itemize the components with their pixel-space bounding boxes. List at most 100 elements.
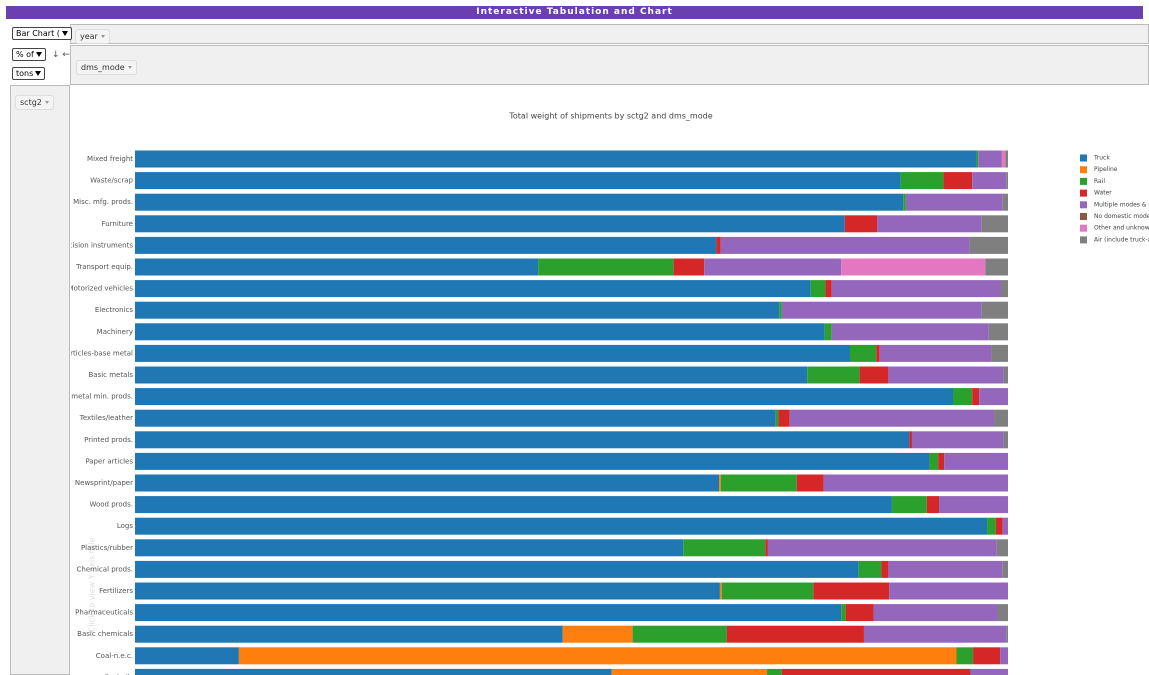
bar-segment [994, 409, 1008, 427]
legend-label: Water [1094, 190, 1112, 197]
y-tick-label: Misc. mfg. prods. [73, 198, 133, 206]
bar-segment [970, 668, 1008, 675]
bar-segment [767, 668, 782, 675]
bar-segment [956, 647, 974, 665]
bar-segment [841, 604, 846, 622]
sort-arrows[interactable]: ↓ ← [52, 50, 70, 60]
bar-segment [135, 344, 850, 362]
legend-swatch [1080, 189, 1087, 197]
chart: Total weight of shipments by sctg2 and d… [71, 112, 1149, 675]
bar-segment [903, 193, 906, 211]
bar-segment [1002, 517, 1008, 535]
bar-segment [135, 301, 780, 319]
bar-segment [911, 431, 1004, 449]
select-text: tons [16, 69, 34, 78]
y-tick-label: Paper articles [85, 457, 133, 465]
y-tick-label: Textiles/leather [79, 414, 133, 422]
bar-segment [135, 604, 842, 622]
bar-segment [135, 258, 539, 276]
bar-segment [1000, 647, 1008, 665]
bar-segment [969, 236, 1008, 254]
y-tick-label: Transport equip. [75, 263, 133, 271]
bar-segment [781, 301, 982, 319]
bar-segment [720, 474, 797, 492]
bar-segment [135, 150, 977, 168]
bar-segment [845, 604, 874, 622]
measure-select[interactable]: tons [12, 67, 46, 80]
bar-segment [807, 366, 860, 384]
bar-segment [973, 647, 1001, 665]
bar-segment [849, 344, 877, 362]
y-tick-label: Newsprint/paper [75, 479, 133, 487]
bar-segment [135, 496, 892, 514]
legend-swatch [1080, 201, 1087, 209]
bar-segment [944, 452, 1008, 470]
legend-label: Truck [1093, 155, 1110, 162]
field-text: year [80, 32, 98, 41]
bar-segment [997, 604, 1008, 622]
bar-segment [988, 323, 1008, 341]
y-axis-hint[interactable]: Click to view Y axis title [88, 538, 97, 633]
select-text: Bar Chart ( [16, 29, 60, 38]
bar-segment [135, 539, 684, 557]
field-text: dms_mode [81, 63, 125, 72]
bar-segment [1002, 560, 1008, 578]
app-title: Interactive Tabulation and Chart [6, 6, 1143, 19]
y-tick-label: Electronics [95, 306, 134, 314]
bar-segment [909, 431, 912, 449]
bar-segment [781, 668, 971, 675]
legend-label: Air (include truck-air) [1094, 236, 1149, 243]
row-area [10, 85, 70, 675]
bar-segment [889, 582, 1008, 600]
bar-segment [841, 258, 986, 276]
bar-segment [938, 452, 945, 470]
y-tick-label: Chemical prods. [77, 565, 133, 573]
bar-segment [981, 301, 1008, 319]
bar-segment [719, 474, 721, 492]
y-tick-label: Nonmetal min. prods. [71, 393, 133, 401]
bar-segment [135, 236, 717, 254]
bar-segment [979, 388, 1008, 406]
y-tick-label: Pharmaceuticals [75, 609, 133, 617]
bar-segment [135, 668, 612, 675]
y-tick-label: Articles-base metal [71, 349, 133, 357]
bar-segment [953, 388, 973, 406]
y-tick-label: Machinery [97, 328, 133, 336]
bar-segment [135, 647, 239, 665]
y-tick-label: Furniture [102, 220, 133, 228]
aggregate-select[interactable]: % of [12, 48, 46, 61]
bar-segment [888, 366, 1004, 384]
bar-segment [972, 172, 1007, 190]
bar-segment [1002, 193, 1008, 211]
chart-title: Total weight of shipments by sctg2 and d… [508, 112, 712, 121]
bar-segment [1001, 150, 1006, 168]
bar-segment [863, 625, 1007, 643]
bar-segment [135, 280, 811, 298]
bar-segment [135, 582, 720, 600]
y-tick-label: Coal-n.e.c. [96, 652, 133, 660]
legend-label: No domestic mode [1094, 213, 1149, 220]
bar-segment [135, 193, 904, 211]
row-field[interactable]: sctg2 [15, 95, 54, 110]
bar-segment [1006, 172, 1008, 190]
bar-segment [238, 647, 957, 665]
bar-segment [1003, 431, 1008, 449]
bar-segment [765, 539, 768, 557]
y-tick-label: Printed prods. [84, 436, 133, 444]
bar-segment [987, 517, 996, 535]
bar-segment [985, 258, 1008, 276]
bar-segment [876, 344, 880, 362]
column-field[interactable]: year [75, 29, 110, 44]
bar-segment [873, 604, 998, 622]
color-field[interactable]: dms_mode [76, 60, 137, 75]
bar-segment [824, 323, 832, 341]
bar-segment [877, 215, 982, 233]
bar-segment [135, 215, 845, 233]
chart-type-select[interactable]: Bar Chart ( [12, 27, 72, 40]
bar-segment [135, 172, 901, 190]
bar-segment [767, 539, 997, 557]
bar-segment [721, 582, 814, 600]
bar-segment [825, 280, 832, 298]
bar-segment [720, 236, 970, 254]
bar-segment [888, 560, 1003, 578]
